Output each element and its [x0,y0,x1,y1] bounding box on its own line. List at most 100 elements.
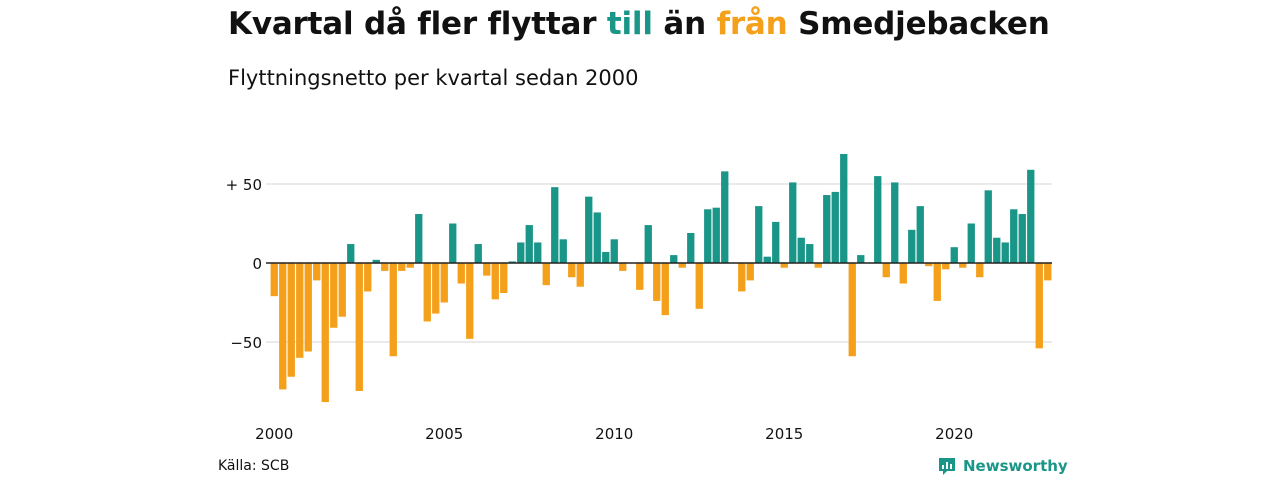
bar [619,263,627,271]
bar [576,263,584,287]
bar [372,259,380,263]
bar [712,207,720,263]
bar [466,263,474,339]
bar [874,176,882,263]
bar [908,229,916,263]
bar [976,263,984,278]
bar [814,263,822,268]
bar [474,244,482,263]
bar [653,263,661,301]
bar [967,223,975,263]
bar [763,256,771,263]
bar [491,263,499,300]
bar [916,206,924,263]
bar [738,263,746,292]
bar [398,263,406,271]
title-part: än [652,6,717,42]
bar [1001,242,1009,263]
bar [925,263,933,267]
bar [517,242,525,263]
bar [848,263,856,357]
bar [330,263,338,328]
bar [840,153,848,263]
bar [882,263,890,278]
bar [287,263,295,377]
y-tick-label: + 50 [226,176,262,194]
bar [780,263,788,268]
bar [1035,263,1043,349]
bar [593,212,601,263]
bar [432,263,440,314]
bar [899,263,907,284]
bar [695,263,703,309]
bar [321,263,329,403]
bar [950,247,958,263]
bar [559,239,567,263]
bar [993,237,1001,263]
bar [984,190,992,263]
title-highlight-fran: från [716,6,788,42]
x-tick-label: 2005 [425,425,463,443]
y-tick-label: −50 [230,334,262,352]
title-highlight-till: till [606,6,653,42]
bar [585,196,593,263]
bar [959,263,967,268]
bar [755,206,763,263]
bar [568,263,576,278]
bar [423,263,431,322]
axes: −50 0 + 50 2000 2005 2010 2015 2020 [226,176,1052,443]
bars [270,153,1052,403]
title-part: Smedjebacken [787,6,1050,42]
bar [678,263,686,268]
bar [687,232,695,263]
bar [602,251,610,263]
bar [296,263,304,358]
bar [1044,263,1052,281]
newsworthy-logo-icon [939,458,955,475]
bar [857,255,865,263]
bar [270,263,278,297]
bar [347,244,355,263]
bar [313,263,321,281]
bar [823,195,831,263]
y-tick-label: 0 [252,255,262,273]
brand-name: Newsworthy [963,457,1068,475]
bar [831,191,839,263]
bar [644,225,652,263]
bar [406,263,414,268]
bar [381,263,389,271]
bar [661,263,669,316]
bar [551,187,559,263]
bar [338,263,346,317]
source-note: Källa: SCB [218,458,290,474]
bar [1010,209,1018,263]
bar [279,263,287,390]
chart-title: Kvartal då fler flyttar till än från Sme… [228,6,1050,42]
x-tick-label: 2000 [255,425,293,443]
bar [1018,214,1026,263]
bar [942,263,950,270]
bar [364,263,372,292]
bar [797,237,805,263]
grid-lines [266,183,1052,343]
brand-logo[interactable]: Newsworthy [937,456,1068,476]
bar [610,239,618,263]
bar [508,261,516,263]
bar [933,263,941,301]
x-tick-label: 2010 [595,425,633,443]
bar [525,225,533,263]
bar [806,244,814,263]
chart-subtitle: Flyttningsnetto per kvartal sedan 2000 [228,66,639,90]
bar [542,263,550,286]
bar [500,263,508,294]
bar [355,263,363,391]
bar [772,221,780,263]
bar [1027,169,1035,263]
bar [789,182,797,263]
bar [704,209,712,263]
bar [534,242,542,263]
bar [636,263,644,290]
title-part: Kvartal då fler flyttar [228,6,607,42]
bar [449,223,457,263]
